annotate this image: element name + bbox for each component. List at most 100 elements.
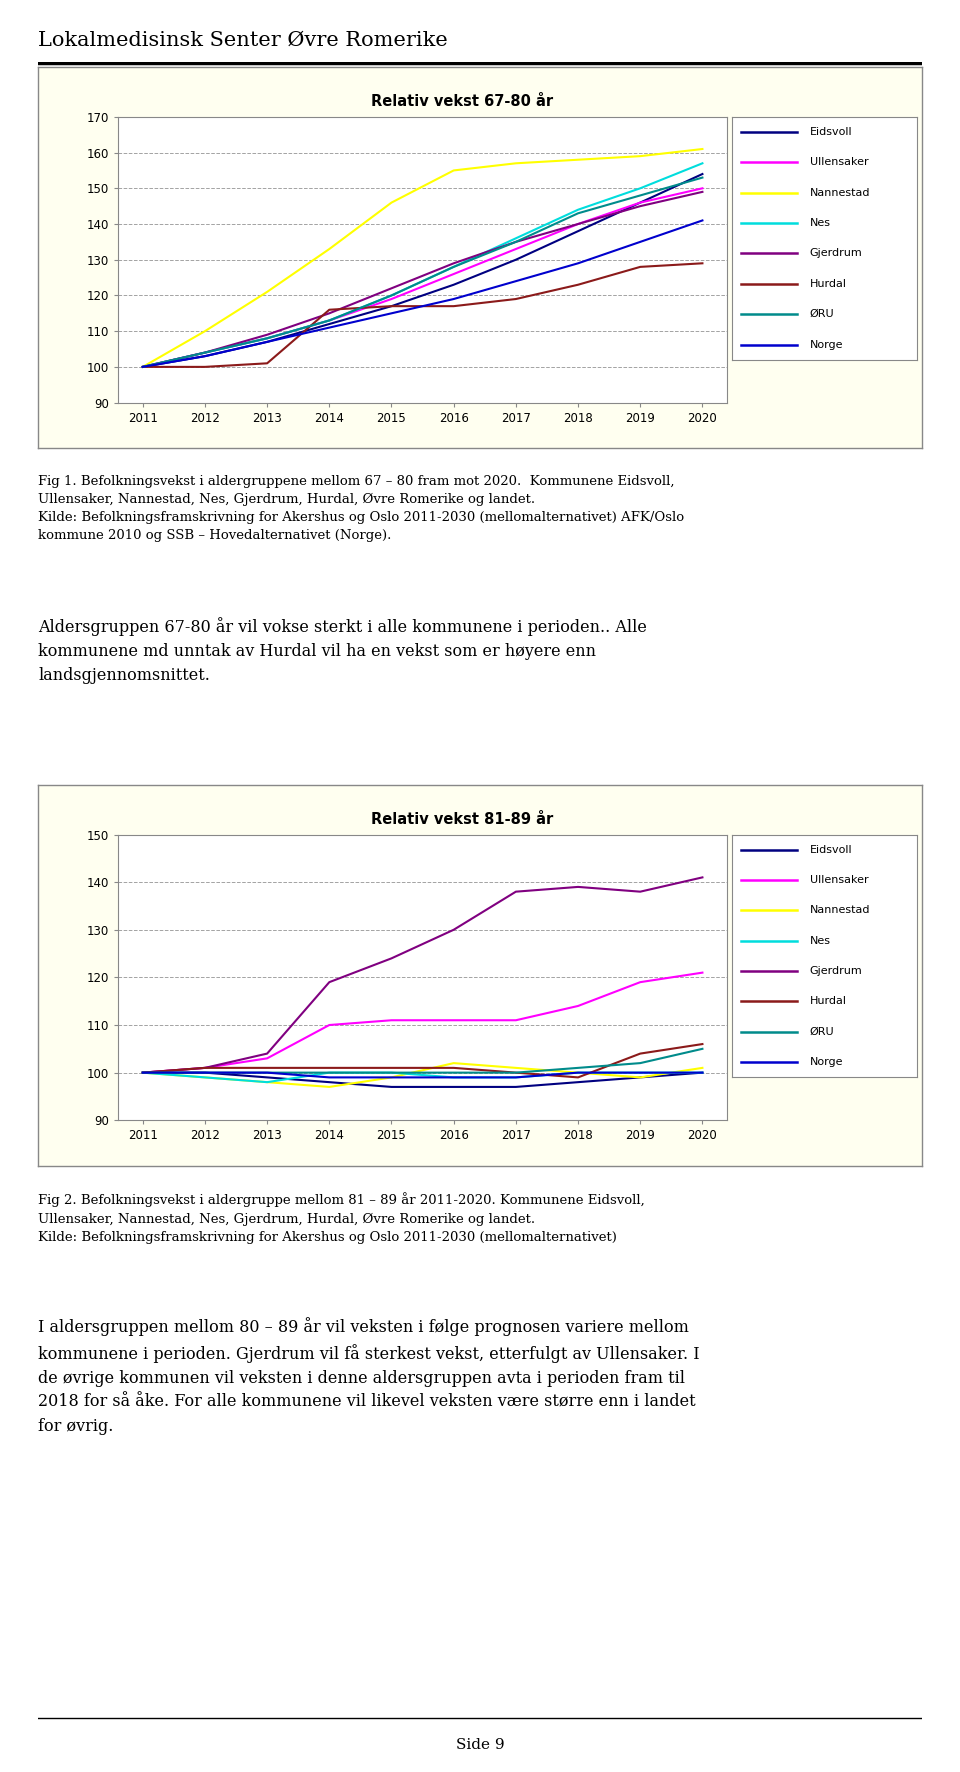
Text: Nannestad: Nannestad bbox=[809, 905, 870, 916]
Hurdal bbox=[137, 356, 149, 377]
Norge bbox=[261, 1061, 273, 1083]
Text: Eidsvoll: Eidsvoll bbox=[809, 845, 852, 854]
Text: Norge: Norge bbox=[809, 1058, 843, 1067]
ØRU bbox=[261, 328, 273, 349]
Nes bbox=[386, 285, 397, 307]
Eidsvoll bbox=[137, 1061, 149, 1083]
Line: ØRU: ØRU bbox=[143, 1049, 703, 1072]
Gjerdrum bbox=[697, 867, 708, 888]
Gjerdrum bbox=[448, 920, 460, 941]
Text: Eidsvoll: Eidsvoll bbox=[809, 128, 852, 136]
Line: Gjerdrum: Gjerdrum bbox=[143, 191, 703, 367]
Text: Norge: Norge bbox=[809, 340, 843, 349]
Line: Eidsvoll: Eidsvoll bbox=[143, 1072, 703, 1086]
Nes bbox=[697, 152, 708, 174]
Hurdal bbox=[448, 1058, 460, 1079]
Hurdal bbox=[386, 1058, 397, 1079]
Eidsvoll bbox=[324, 314, 335, 335]
Nannestad bbox=[448, 159, 460, 181]
Ullensaker bbox=[635, 191, 646, 213]
Text: Lokalmedisinsk Senter Øvre Romerike: Lokalmedisinsk Senter Øvre Romerike bbox=[38, 32, 448, 50]
Nes bbox=[386, 1061, 397, 1083]
Norge bbox=[137, 356, 149, 377]
Norge bbox=[324, 1067, 335, 1088]
Ullensaker bbox=[324, 310, 335, 331]
ØRU bbox=[386, 1061, 397, 1083]
Hurdal bbox=[510, 289, 521, 310]
Eidsvoll bbox=[572, 1072, 584, 1093]
Text: Hurdal: Hurdal bbox=[809, 278, 847, 289]
ØRU bbox=[572, 202, 584, 223]
Nannestad bbox=[261, 282, 273, 303]
Text: Nannestad: Nannestad bbox=[809, 188, 870, 198]
Hurdal bbox=[199, 356, 210, 377]
Nannestad bbox=[510, 1058, 521, 1079]
Nes bbox=[572, 1061, 584, 1083]
Nes bbox=[510, 1067, 521, 1088]
Nes bbox=[261, 328, 273, 349]
Gjerdrum bbox=[137, 356, 149, 377]
Gjerdrum bbox=[448, 253, 460, 275]
Gjerdrum bbox=[510, 881, 521, 902]
ØRU bbox=[510, 230, 521, 252]
Norge bbox=[572, 253, 584, 275]
Line: Norge: Norge bbox=[143, 220, 703, 367]
Line: Ullensaker: Ullensaker bbox=[143, 188, 703, 367]
Text: Ullensaker: Ullensaker bbox=[809, 158, 868, 167]
Nannestad bbox=[635, 145, 646, 167]
Hurdal bbox=[261, 1058, 273, 1079]
Hurdal bbox=[448, 296, 460, 317]
Nes bbox=[635, 177, 646, 198]
Nannestad bbox=[199, 321, 210, 342]
Ullensaker bbox=[635, 971, 646, 992]
Gjerdrum bbox=[510, 230, 521, 252]
Text: Nes: Nes bbox=[809, 218, 830, 229]
Text: Gjerdrum: Gjerdrum bbox=[809, 966, 862, 976]
Nes bbox=[199, 342, 210, 363]
Nes bbox=[137, 356, 149, 377]
Eidsvoll bbox=[137, 356, 149, 377]
Gjerdrum bbox=[697, 181, 708, 202]
Ullensaker bbox=[137, 356, 149, 377]
Ullensaker bbox=[697, 177, 708, 198]
Nannestad bbox=[697, 138, 708, 159]
Ullensaker bbox=[697, 962, 708, 983]
Norge bbox=[510, 271, 521, 292]
ØRU bbox=[635, 184, 646, 206]
Text: Relativ vekst 81-89 år: Relativ vekst 81-89 år bbox=[372, 812, 554, 828]
Nannestad bbox=[137, 1061, 149, 1083]
Norge bbox=[324, 317, 335, 338]
Nannestad bbox=[386, 1067, 397, 1088]
Text: Aldersgruppen 67-80 år vil vokse sterkt i alle kommunene i perioden.. Alle
kommu: Aldersgruppen 67-80 år vil vokse sterkt … bbox=[38, 617, 647, 684]
Nes bbox=[324, 310, 335, 331]
Hurdal bbox=[386, 296, 397, 317]
Norge bbox=[697, 1061, 708, 1083]
Gjerdrum bbox=[199, 342, 210, 363]
Norge bbox=[635, 230, 646, 252]
Nes bbox=[697, 1061, 708, 1083]
Gjerdrum bbox=[324, 303, 335, 324]
Norge bbox=[448, 1067, 460, 1088]
Eidsvoll bbox=[510, 1076, 521, 1097]
Nannestad bbox=[261, 1072, 273, 1093]
Hurdal bbox=[510, 1061, 521, 1083]
Nannestad bbox=[199, 1067, 210, 1088]
Line: Nannestad: Nannestad bbox=[143, 149, 703, 367]
Ullensaker bbox=[137, 1061, 149, 1083]
Text: Hurdal: Hurdal bbox=[809, 996, 847, 1006]
Eidsvoll bbox=[261, 1067, 273, 1088]
Ullensaker bbox=[448, 1010, 460, 1031]
Eidsvoll bbox=[448, 1076, 460, 1097]
Eidsvoll bbox=[386, 1076, 397, 1097]
Text: Gjerdrum: Gjerdrum bbox=[809, 248, 862, 259]
Nannestad bbox=[137, 356, 149, 377]
Text: Nes: Nes bbox=[809, 936, 830, 946]
Ullensaker bbox=[199, 1058, 210, 1079]
ØRU bbox=[697, 1038, 708, 1060]
Nannestad bbox=[324, 239, 335, 260]
Ullensaker bbox=[261, 1047, 273, 1069]
Nannestad bbox=[324, 1076, 335, 1097]
Hurdal bbox=[697, 253, 708, 275]
Eidsvoll bbox=[697, 1061, 708, 1083]
Line: Eidsvoll: Eidsvoll bbox=[143, 174, 703, 367]
